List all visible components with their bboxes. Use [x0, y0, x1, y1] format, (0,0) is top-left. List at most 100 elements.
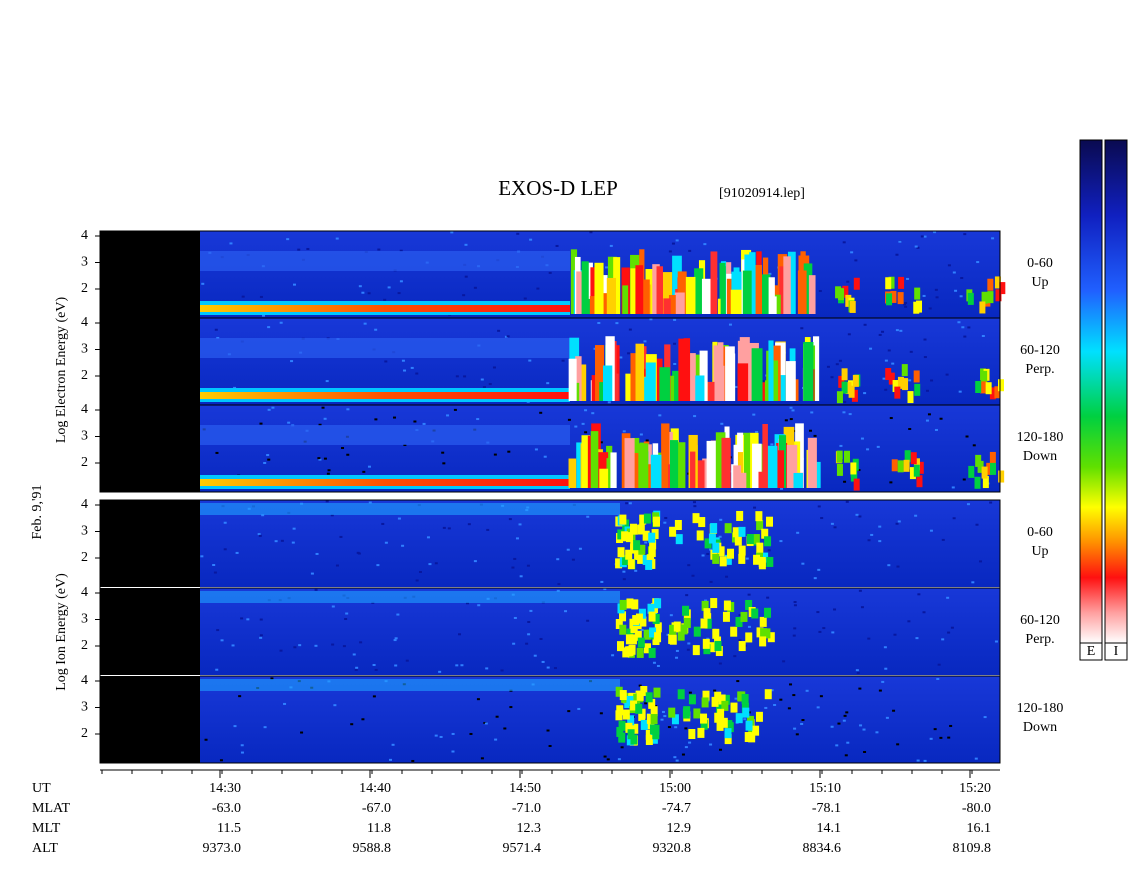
y-tick-label: 2: [81, 638, 88, 653]
speckle: [664, 516, 668, 519]
emission: [621, 531, 629, 542]
electron-axis-label: Log Electron Energy (eV): [54, 297, 69, 444]
emission: [576, 271, 587, 314]
speckle: [405, 659, 409, 662]
speckle: [357, 552, 361, 555]
y-tick-label: 4: [81, 497, 88, 512]
ephemeris-value: 14:50: [509, 781, 541, 796]
emission: [783, 256, 791, 314]
speckle: [238, 695, 242, 698]
speckle: [914, 514, 918, 517]
emission: [615, 558, 623, 569]
speckle: [464, 275, 468, 278]
speckle: [939, 417, 943, 420]
emission: [599, 468, 609, 488]
y-tick-label: 3: [81, 612, 88, 627]
speckle: [876, 445, 880, 448]
emission: [987, 278, 994, 291]
speckle: [976, 261, 980, 264]
speckle: [240, 751, 244, 754]
speckle: [974, 757, 978, 760]
no-data-region: [100, 405, 200, 492]
speckle: [438, 670, 442, 673]
speckle: [881, 330, 885, 333]
speckle: [818, 630, 822, 633]
emission: [626, 695, 634, 706]
speckle: [325, 500, 329, 503]
speckle: [567, 418, 571, 421]
emission: [755, 511, 763, 522]
speckle: [929, 737, 933, 740]
speckle: [267, 458, 271, 461]
emission: [763, 628, 771, 639]
emission: [635, 703, 643, 714]
emission: [643, 279, 650, 314]
speckle: [857, 469, 861, 472]
speckle: [848, 413, 852, 416]
emission: [990, 462, 997, 475]
emission: [738, 641, 746, 652]
emission: [842, 285, 849, 298]
title: EXOS-D LEP: [498, 176, 618, 200]
emission: [756, 627, 764, 638]
speckle: [826, 365, 830, 368]
speckle: [571, 558, 575, 561]
emission: [697, 727, 705, 738]
speckle: [941, 538, 945, 541]
speckle: [704, 599, 708, 602]
emission: [736, 510, 744, 521]
emission: [625, 722, 633, 733]
speckle: [634, 569, 638, 572]
emission: [742, 270, 752, 314]
emission: [669, 634, 677, 645]
speckle: [770, 443, 774, 446]
emission: [636, 647, 644, 658]
speckle: [822, 627, 826, 630]
y-tick-label: 3: [81, 700, 88, 715]
speckle: [949, 724, 953, 727]
speckle: [838, 359, 842, 362]
ephemeris-value: 11.5: [217, 821, 241, 836]
speckle: [504, 335, 508, 338]
speckle: [904, 301, 908, 304]
emission: [640, 719, 648, 730]
emission: [841, 368, 848, 381]
emission: [758, 557, 766, 568]
speckle: [465, 602, 469, 605]
speckle: [455, 664, 459, 667]
speckle: [528, 359, 532, 362]
speckle: [816, 706, 820, 709]
emission: [902, 378, 909, 391]
emission: [803, 341, 814, 401]
speckle: [805, 689, 809, 692]
speckle: [387, 286, 391, 289]
emission: [650, 714, 658, 725]
speckle: [513, 557, 517, 560]
emission: [841, 381, 848, 394]
speckle: [325, 380, 329, 383]
speckle: [578, 547, 582, 550]
emission: [669, 440, 679, 488]
speckle: [543, 455, 547, 458]
speckle: [858, 515, 862, 518]
emission: [613, 257, 621, 314]
speckle: [675, 239, 679, 242]
speckle: [673, 756, 677, 759]
speckle: [493, 453, 497, 456]
y-tick-label: 2: [81, 455, 88, 470]
emission: [845, 294, 852, 307]
emission: [712, 553, 720, 564]
speckle: [399, 249, 403, 252]
emission: [724, 728, 732, 739]
ephemeris-value: 9320.8: [653, 841, 692, 856]
speckle: [718, 662, 722, 665]
emission: [589, 296, 598, 314]
speckle: [923, 356, 927, 359]
speckle: [223, 548, 227, 551]
speckle: [937, 663, 941, 666]
emission: [638, 544, 646, 555]
emission: [886, 293, 893, 306]
emission: [917, 461, 924, 474]
speckle: [916, 759, 920, 762]
speckle: [945, 373, 949, 376]
